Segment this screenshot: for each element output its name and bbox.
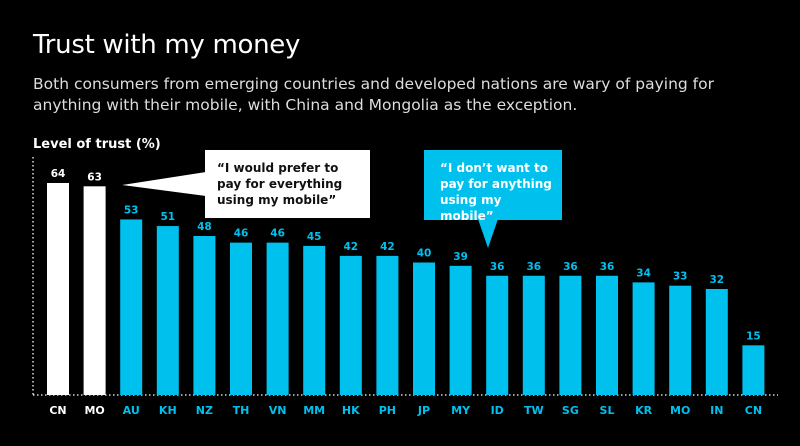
category-label: AU — [123, 404, 140, 417]
chart-title: Trust with my money — [33, 30, 301, 60]
category-label: SG — [562, 404, 579, 417]
bar-value-label: 63 — [87, 171, 102, 183]
bar-value-label: 42 — [343, 241, 358, 253]
bar-value-label: 48 — [197, 221, 212, 233]
bar-in — [705, 289, 728, 395]
bar-mo — [669, 285, 692, 395]
bar-value-label: 42 — [380, 241, 395, 253]
category-label: NZ — [196, 404, 213, 417]
bar-value-label: 64 — [51, 168, 66, 180]
category-label: PH — [379, 404, 396, 417]
category-label: CN — [745, 404, 762, 417]
bar-value-label: 33 — [673, 271, 688, 283]
category-label: MO — [670, 404, 690, 417]
bar-sg — [559, 275, 582, 395]
category-label: JP — [417, 404, 430, 417]
category-label: VN — [269, 404, 287, 417]
category-label: TW — [524, 404, 544, 417]
bar-sl — [596, 275, 618, 395]
category-label: MM — [303, 404, 325, 417]
bar-ph — [376, 255, 399, 395]
callout-pointer-prefer — [122, 172, 206, 196]
bar-value-label: 40 — [417, 248, 432, 260]
callout-box-prefer — [205, 150, 370, 218]
chart-subtitle: Both consumers from emerging countries a… — [33, 75, 714, 114]
bar-value-label: 32 — [709, 274, 724, 286]
bar-au — [120, 219, 143, 395]
category-label: CN — [49, 404, 66, 417]
bar-nz — [193, 236, 216, 395]
category-label: KR — [635, 404, 653, 417]
bar-mm — [303, 245, 326, 395]
category-label: TH — [233, 404, 250, 417]
bar-hk — [339, 255, 362, 395]
bar-id — [486, 275, 509, 395]
bar-value-label: 34 — [636, 267, 651, 279]
callout-box-dont-want — [424, 150, 562, 220]
bar-cn — [742, 345, 765, 395]
bar-value-label: 36 — [563, 261, 578, 273]
callout-dont-want-mobile-pay: “I don’t want to pay for anything using … — [440, 161, 552, 223]
callout-pointer-dont-want — [478, 219, 498, 248]
bar-cn — [47, 183, 69, 395]
category-label: MO — [84, 404, 104, 417]
bar-vn — [266, 242, 289, 395]
bar-kr — [632, 282, 655, 395]
bar-value-label: 46 — [234, 228, 249, 240]
bar-value-label: 39 — [453, 251, 468, 263]
category-label: ID — [491, 404, 504, 417]
category-label: IN — [710, 404, 723, 417]
bar-th — [230, 242, 252, 395]
bar-tw — [522, 275, 545, 395]
bar-mo — [83, 186, 106, 395]
bar-value-label: 36 — [490, 261, 505, 273]
bar-value-label: 36 — [600, 261, 615, 273]
bar-jp — [413, 262, 435, 395]
bar-value-label: 36 — [526, 261, 541, 273]
category-label: MY — [451, 404, 471, 417]
category-label: KH — [159, 404, 177, 417]
category-label: HK — [342, 404, 360, 417]
bar-kh — [156, 226, 179, 395]
bar-value-label: 46 — [270, 228, 285, 240]
bar-value-label: 15 — [746, 330, 761, 342]
callout-prefer-mobile-pay: “I would prefer to pay for everything us… — [217, 161, 343, 207]
y-axis-label: Level of trust (%) — [33, 137, 161, 152]
bar-value-label: 53 — [124, 204, 139, 216]
bar-value-label: 45 — [307, 231, 322, 243]
category-label: SL — [600, 404, 615, 417]
bar-value-label: 51 — [160, 211, 175, 223]
bar-my — [449, 265, 472, 395]
